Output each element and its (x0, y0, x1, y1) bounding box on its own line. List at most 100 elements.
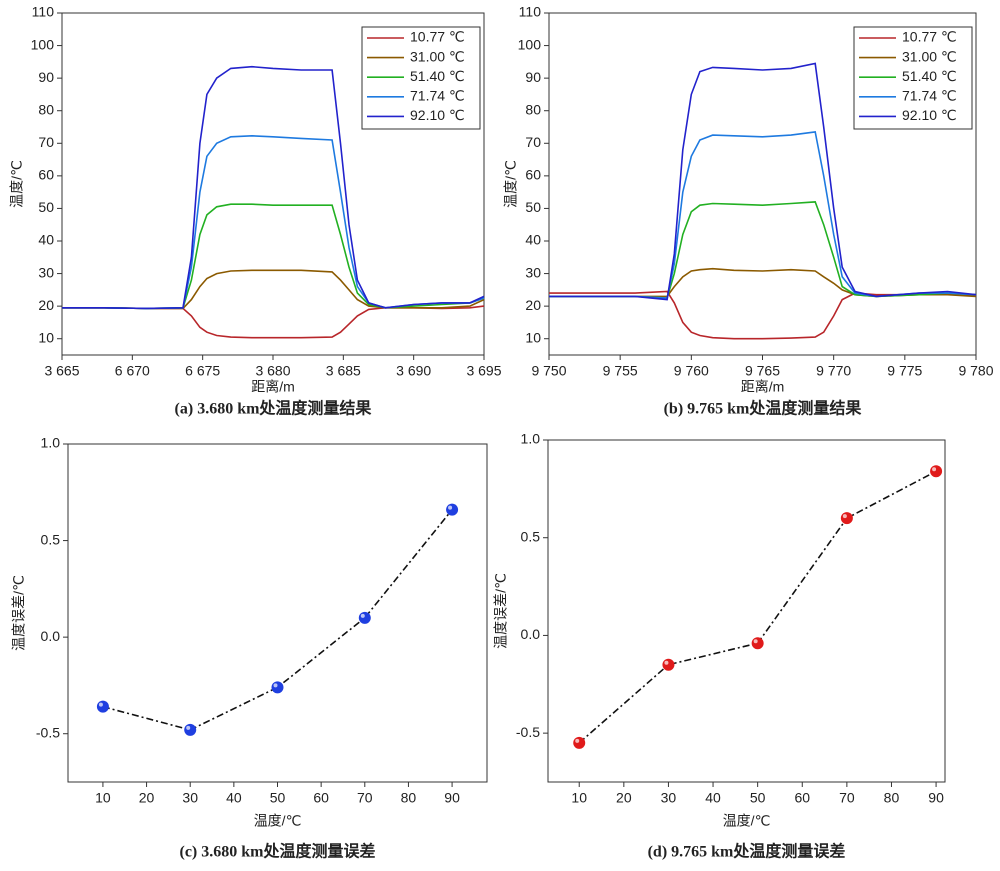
x-tick-label: 3 695 (466, 363, 501, 379)
point-highlight (753, 639, 758, 644)
chart: 10 20 30 40 50 60 70 80 90 1.0 0.5 0.0 -0.5 温度/℃ 温度误差/… (493, 431, 946, 861)
y-tick-label: 60 (525, 167, 541, 183)
x-tick-label: 9 775 (887, 363, 922, 379)
series-line (62, 269, 485, 310)
chart: 3 665 6 670 6 675 3 680 3 685 3 690 3 695 10 20 3… (9, 4, 502, 418)
y-tick-label: 0.5 (41, 531, 61, 547)
point (446, 503, 459, 516)
legend-label: 92.10 ℃ (902, 107, 957, 123)
x-tick-label: 9 760 (674, 363, 709, 379)
series-line (549, 201, 977, 299)
point (358, 611, 371, 624)
x-tick-label: 9 750 (531, 363, 566, 379)
point (840, 512, 853, 525)
y-tick-label: -0.5 (516, 724, 540, 740)
y-tick-label: 90 (525, 69, 541, 85)
x-tick-label: 20 (139, 790, 155, 806)
series-line (62, 65, 485, 310)
legend-label: 51.40 ℃ (410, 68, 465, 84)
legend-label: 71.74 ℃ (410, 88, 465, 104)
x-tick-label: 3 680 (255, 363, 290, 379)
caption: (a) 3.680 km处温度测量结果 (175, 399, 372, 418)
x-axis-label: 距离/m (251, 379, 295, 395)
series-line (549, 267, 977, 298)
point-highlight (664, 660, 669, 665)
x-tick-label: 70 (357, 790, 373, 806)
legend-label: 10.77 ℃ (902, 29, 957, 45)
x-tick-label: 9 770 (816, 363, 851, 379)
caption: (d) 9.765 km处温度测量误差 (648, 842, 846, 861)
x-axis-label: 温度/℃ (254, 813, 302, 829)
point (184, 723, 197, 736)
x-tick-label: 40 (705, 790, 721, 806)
y-tick-label: 20 (525, 297, 541, 313)
x-tick-label: 6 670 (115, 363, 150, 379)
caption: (b) 9.765 km处温度测量结果 (664, 399, 862, 418)
x-tick-label: 3 685 (326, 363, 361, 379)
x-tick-label: 20 (616, 790, 632, 806)
point (662, 658, 675, 671)
y-axis-label: 温度/℃ (9, 160, 25, 208)
series-line (62, 134, 485, 310)
y-tick-label: 0.0 (41, 628, 61, 644)
y-tick-label: 100 (31, 36, 55, 52)
point (573, 736, 586, 749)
legend-label: 10.77 ℃ (410, 29, 465, 45)
y-tick-label: 80 (525, 101, 541, 117)
plot-frame (67, 443, 488, 783)
y-tick-label: -0.5 (36, 724, 60, 740)
legend-box (361, 26, 481, 130)
y-tick-label: 0.5 (521, 528, 541, 544)
point (96, 700, 109, 713)
y-tick-label: 70 (525, 134, 541, 150)
legend-label: 51.40 ℃ (902, 68, 957, 84)
x-tick-label: 9 765 (745, 363, 780, 379)
y-axis-label: 温度/℃ (503, 160, 519, 208)
x-tick-label: 9 755 (603, 363, 638, 379)
x-tick-label: 3 665 (44, 363, 79, 379)
x-tick-label: 60 (794, 790, 810, 806)
x-axis-label: 温度/℃ (723, 813, 771, 829)
series-line (62, 203, 485, 310)
y-tick-label: 1.0 (41, 435, 61, 451)
y-tick-label: 30 (525, 264, 541, 280)
x-tick-label: 70 (839, 790, 855, 806)
point-highlight (186, 725, 191, 730)
point (271, 681, 284, 694)
y-tick-label: 20 (38, 297, 54, 313)
y-axis-label: 温度误差/℃ (11, 575, 27, 651)
x-tick-label: 50 (270, 790, 286, 806)
y-tick-label: 80 (38, 101, 54, 117)
y-tick-label: 60 (38, 167, 54, 183)
y-tick-label: 110 (519, 4, 542, 20)
x-tick-label: 60 (313, 790, 329, 806)
point-highlight (273, 683, 278, 688)
series-line (62, 305, 485, 339)
y-tick-label: 10 (525, 329, 541, 345)
chart: 10 20 30 40 50 60 70 80 90 1.0 0.5 0.0 -0.5 温度/℃ 温度误差/… (11, 435, 488, 861)
y-tick-label: 10 (38, 329, 54, 345)
y-tick-label: 50 (38, 199, 54, 215)
x-tick-label: 10 (571, 790, 587, 806)
x-tick-label: 3 690 (396, 363, 431, 379)
legend-box (853, 26, 973, 130)
y-tick-label: 30 (38, 264, 54, 280)
y-tick-label: 0.0 (521, 626, 541, 642)
series-line (102, 509, 453, 731)
point-highlight (448, 505, 453, 510)
point (930, 465, 943, 478)
series-line (578, 470, 937, 744)
y-tick-label: 100 (518, 36, 542, 52)
x-tick-label: 6 675 (185, 363, 220, 379)
y-tick-label: 70 (38, 134, 54, 150)
y-tick-label: 40 (38, 232, 54, 248)
x-tick-label: 30 (182, 790, 198, 806)
x-tick-label: 30 (661, 790, 677, 806)
y-tick-label: 90 (38, 69, 54, 85)
legend-label: 92.10 ℃ (410, 107, 465, 123)
point-highlight (98, 702, 103, 707)
x-axis-label: 距离/m (741, 379, 785, 395)
legend-label: 31.00 ℃ (902, 48, 957, 64)
x-tick-label: 80 (401, 790, 417, 806)
